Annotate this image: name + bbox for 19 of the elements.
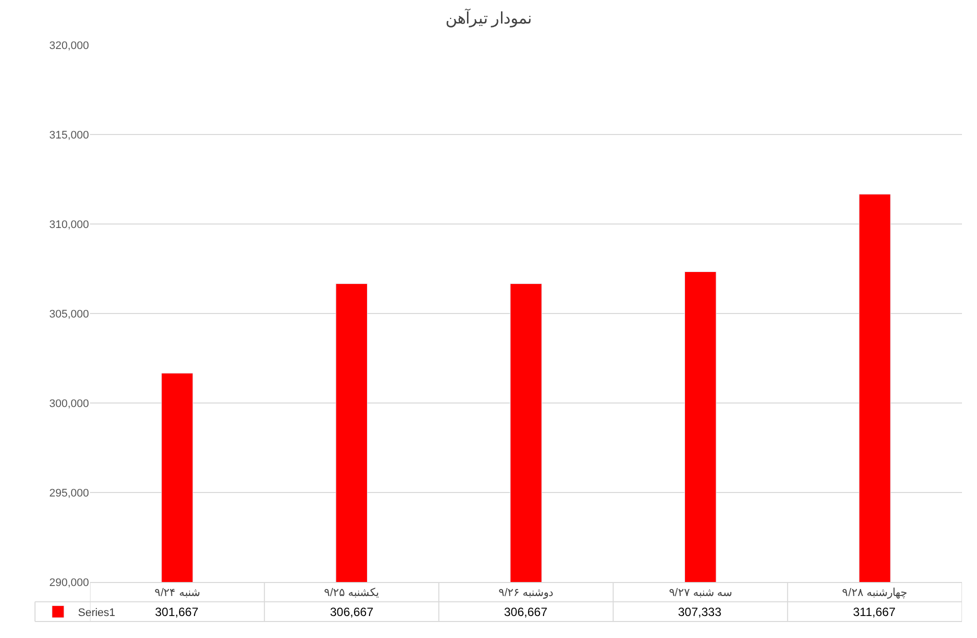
y-tick-label: 290,000 <box>49 576 89 589</box>
y-tick-label: 305,000 <box>49 308 89 320</box>
data-label: 301,667 <box>155 605 199 619</box>
x-tick-label: چهارشنبه ۹/۲۸ <box>842 587 908 600</box>
x-tick-label: سه شنبه ۹/۲۷ <box>668 587 732 600</box>
y-tick-label: 295,000 <box>49 487 89 500</box>
x-tick-label: دوشنبه ۹/۲۶ <box>498 587 554 600</box>
y-tick-label: 315,000 <box>49 129 89 142</box>
chart-title: نمودار تیرآهن <box>445 8 532 28</box>
legend-label: Series1 <box>78 606 116 619</box>
y-tick-label: 320,000 <box>49 40 89 52</box>
data-label: 307,333 <box>678 605 722 619</box>
data-label: 306,667 <box>504 605 548 619</box>
x-tick-label: یکشنبه ۹/۲۵ <box>324 587 380 600</box>
y-tick-label: 300,000 <box>49 398 89 410</box>
data-label: 311,667 <box>853 605 896 619</box>
y-tick-label: 310,000 <box>49 218 89 231</box>
x-tick-label: شنبه ۹/۲۴ <box>154 587 200 600</box>
data-label: 306,667 <box>330 605 374 619</box>
